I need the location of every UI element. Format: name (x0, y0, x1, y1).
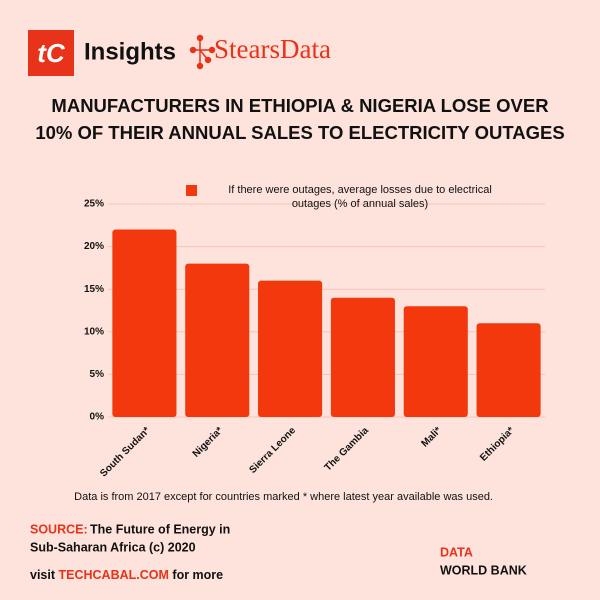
x-tick-label: South Sudan* (98, 425, 152, 479)
visit-more: for more (172, 568, 223, 582)
bar (258, 280, 323, 417)
data-label: DATA (440, 545, 473, 559)
legend-swatch (186, 185, 197, 196)
x-tick-label: The Gambia (323, 425, 372, 474)
legend-label: If there were outages, average losses du… (228, 184, 492, 210)
bar (403, 306, 468, 417)
bar (330, 297, 395, 417)
stears-icon (189, 34, 216, 70)
footnote: Data is from 2017 except for countries m… (74, 491, 493, 503)
y-tick-label: 20% (84, 241, 104, 252)
visit-text: visit TECHCABAL.COM for more (30, 568, 223, 582)
logo-box (28, 30, 74, 76)
source: The Future of Energy in (90, 522, 230, 536)
x-tick-label: Nigeria* (191, 425, 226, 460)
bar (185, 263, 250, 417)
partner: StearsData (214, 34, 331, 64)
y-tick-label: 15% (84, 284, 104, 295)
chart-title: 10% OF THEIR ANNUAL SALES TO ELECTRICITY… (35, 122, 564, 143)
visit: visit (30, 568, 56, 582)
y-tick-label: 0% (90, 412, 105, 423)
chart-title: MANUFACTURERS IN ETHIOPIA & NIGERIA LOSE… (51, 95, 548, 116)
x-tick-label: Mali* (419, 425, 443, 449)
y-tick-label: 10% (84, 326, 104, 337)
x-tick-label: Ethiopia* (478, 425, 516, 463)
source-label: SOURCE: (30, 522, 88, 536)
y-tick-label: 25% (84, 199, 104, 210)
x-tick-label: Sierra Leone (247, 425, 298, 476)
bar (476, 323, 541, 417)
site-link[interactable]: TECHCABAL.COM (59, 568, 169, 582)
y-tick-label: 5% (90, 369, 105, 380)
bar (112, 229, 177, 417)
source: Sub-Saharan Africa (c) 2020 (30, 540, 196, 554)
data-source: WORLD BANK (440, 563, 527, 577)
brand: Insights (84, 38, 176, 65)
logo-text: tC (37, 38, 66, 68)
